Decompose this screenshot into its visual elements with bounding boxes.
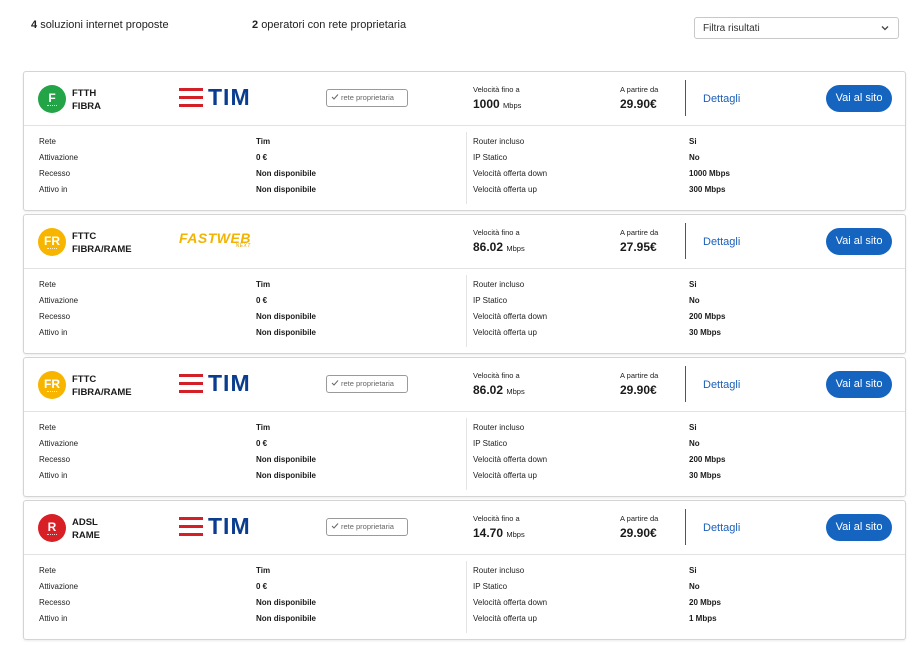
offer-details: Rete Tim Attivazione 0 € Recesso Non dis… <box>24 126 905 210</box>
filter-label: Filtra risultati <box>703 23 760 34</box>
details-link[interactable]: Dettagli <box>703 522 741 534</box>
operator-logo-tim: TIM <box>179 370 259 397</box>
technology-label: FTTH FIBRA <box>72 88 102 112</box>
divider <box>685 509 686 545</box>
price-info: A partire da 29.90€ <box>620 371 659 397</box>
technology-label: ADSL RAME <box>72 517 100 541</box>
offer-card: F FTTH FIBRA TIM rete proprietaria Veloc… <box>23 71 906 211</box>
solutions-count: 4 soluzioni internet proposte <box>31 19 169 31</box>
divider <box>685 80 686 116</box>
speed-info: Velocità fino a 86.02 Mbps <box>473 371 525 397</box>
operator-logo-tim: TIM <box>179 513 259 540</box>
technology-badge: R <box>38 514 66 542</box>
offer-details: Rete Tim Attivazione 0 € Recesso Non dis… <box>24 412 905 496</box>
offer-card: FR FTTC FIBRA/RAME FASTWEB NEXT Velocità… <box>23 214 906 354</box>
details-link[interactable]: Dettagli <box>703 93 741 105</box>
own-network-badge: rete proprietaria <box>326 89 408 107</box>
go-to-site-button[interactable]: Vai al sito <box>826 514 892 541</box>
offer-card: R ADSL RAME TIM rete proprietaria Veloci… <box>23 500 906 640</box>
offer-details: Rete Tim Attivazione 0 € Recesso Non dis… <box>24 555 905 639</box>
offer-card: FR FTTC FIBRA/RAME TIM rete proprietaria… <box>23 357 906 497</box>
operators-count: 2 operatori con rete proprietaria <box>252 19 407 31</box>
filter-select[interactable]: Filtra risultati <box>694 17 899 39</box>
technology-badge: FR <box>38 371 66 399</box>
details-link[interactable]: Dettagli <box>703 236 741 248</box>
technology-badge: FR <box>38 228 66 256</box>
results-header: 4 soluzioni internet proposte 2 operator… <box>0 0 922 60</box>
check-icon <box>331 94 339 100</box>
technology-label: FTTC FIBRA/RAME <box>72 374 132 398</box>
speed-info: Velocità fino a 1000 Mbps <box>473 85 522 111</box>
check-icon <box>331 523 339 529</box>
check-icon <box>331 380 339 386</box>
details-link[interactable]: Dettagli <box>703 379 741 391</box>
operator-logo-tim: TIM <box>179 84 259 111</box>
divider <box>685 223 686 259</box>
own-network-badge: rete proprietaria <box>326 518 408 536</box>
offer-details: Rete Tim Attivazione 0 € Recesso Non dis… <box>24 269 905 353</box>
technology-badge: F <box>38 85 66 113</box>
own-network-badge: rete proprietaria <box>326 375 408 393</box>
operator-logo-fastweb: FASTWEB NEXT <box>179 230 251 249</box>
price-info: A partire da 29.90€ <box>620 514 659 540</box>
price-info: A partire da 29.90€ <box>620 85 659 111</box>
speed-info: Velocità fino a 14.70 Mbps <box>473 514 525 540</box>
speed-info: Velocità fino a 86.02 Mbps <box>473 228 525 254</box>
go-to-site-button[interactable]: Vai al sito <box>826 228 892 255</box>
go-to-site-button[interactable]: Vai al sito <box>826 371 892 398</box>
divider <box>685 366 686 402</box>
price-info: A partire da 27.95€ <box>620 228 659 254</box>
chevron-down-icon <box>881 26 889 31</box>
go-to-site-button[interactable]: Vai al sito <box>826 85 892 112</box>
technology-label: FTTC FIBRA/RAME <box>72 231 132 255</box>
